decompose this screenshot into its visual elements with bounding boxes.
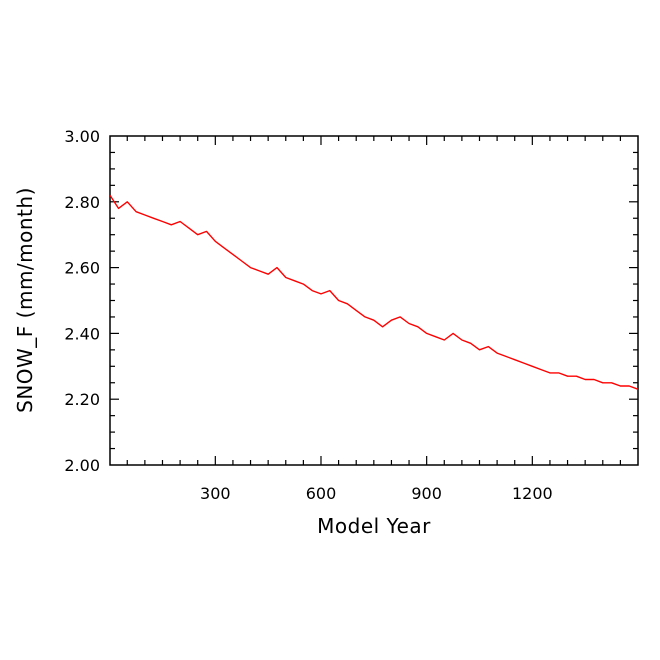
x-tick-label: 600 — [306, 484, 337, 503]
y-tick-label: 3.00 — [64, 127, 100, 146]
x-tick-label: 1200 — [512, 484, 553, 503]
series-line — [110, 194, 638, 390]
y-axis-ticks: 2.00 2.20 2.40 2.60 2.80 3.00 — [64, 127, 638, 475]
y-tick-label: 2.40 — [64, 324, 100, 343]
x-tick-label: 300 — [200, 484, 231, 503]
x-axis-ticks: 300 600 900 1200 — [126, 136, 621, 503]
x-axis-label: Model Year — [317, 514, 431, 538]
x-tick-label: 900 — [411, 484, 442, 503]
series-layer — [110, 194, 638, 390]
y-axis-label: SNOW_F (mm/month) — [13, 187, 37, 413]
y-tick-label: 2.20 — [64, 390, 100, 409]
y-tick-label: 2.60 — [64, 259, 100, 278]
y-tick-label: 2.00 — [64, 456, 100, 475]
plot-frame — [109, 135, 639, 466]
y-tick-label: 2.80 — [64, 193, 100, 212]
